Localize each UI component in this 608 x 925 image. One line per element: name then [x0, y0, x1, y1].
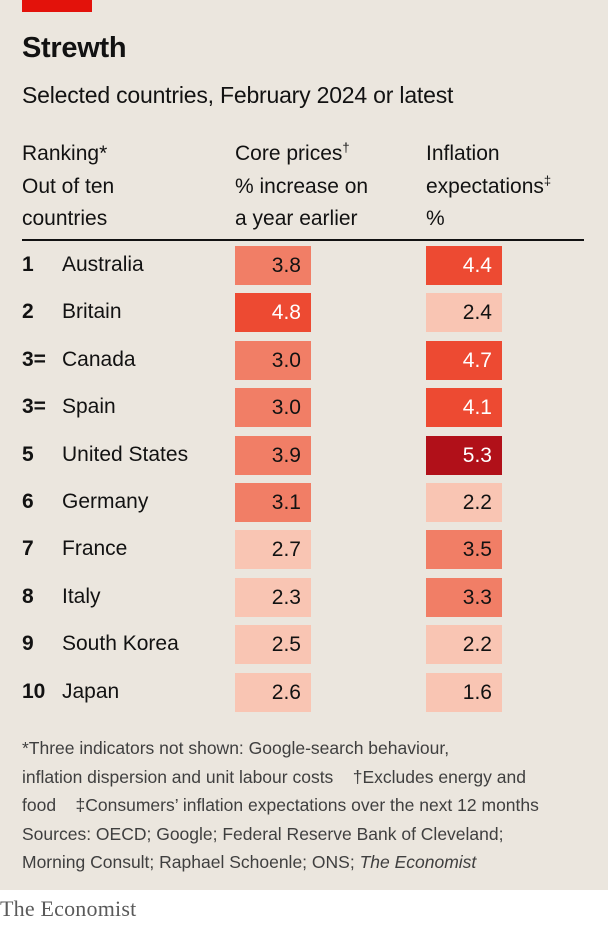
core-prices-cell: 4.8 [235, 293, 311, 333]
header-ranking-title: Ranking [22, 142, 100, 165]
table-row: 10 Japan 2.6 1.6 [22, 670, 584, 717]
header-rule [22, 239, 584, 241]
footnote-sources-1: Sources: OECD; Google; Federal Reserve B… [22, 823, 504, 844]
core-prices-cell: 3.8 [235, 246, 311, 285]
footnotes: *Three indicators not shown: Google-sear… [22, 734, 539, 877]
footnote-line-2a: inflation dispersion and unit labour cos… [22, 766, 334, 787]
country-label: United States [62, 442, 189, 466]
table-row: 5 United States 3.9 5.3 [22, 433, 584, 480]
rank-label: 9 [22, 632, 34, 656]
inflation-expectations-cell: 2.2 [426, 483, 502, 522]
header-inflation-mark: ‡ [543, 172, 552, 188]
footnote-sources-economist: The Economist [359, 852, 477, 873]
header-inflation-expectations: Inflation expectations‡ % [426, 138, 551, 236]
footnote-sources-2: Morning Consult; Raphael Schoenle; ONS; [22, 852, 355, 873]
inflation-expectations-cell: 2.2 [426, 625, 502, 665]
country-label: Japan [62, 679, 120, 703]
core-prices-cell: 3.1 [235, 483, 311, 522]
core-prices-cell: 2.5 [235, 625, 311, 665]
country-label: South Korea [62, 632, 179, 656]
table-row: 3= Canada 3.0 4.7 [22, 338, 584, 385]
header-inflation-title2: expectations [426, 174, 544, 198]
header-ranking-sub2: countries [22, 207, 108, 230]
header-core-mark: † [342, 140, 350, 155]
inflation-expectations-cell: 3.3 [426, 577, 502, 617]
table-row: 9 South Korea 2.5 2.2 [22, 622, 584, 669]
inflation-expectations-cell: 2.4 [426, 293, 502, 333]
core-prices-cell: 2.6 [235, 672, 311, 712]
footnote-line-3b: ‡Consumers’ inflation expectations over … [75, 795, 539, 816]
rank-label: 10 [22, 679, 46, 703]
header-inflation-sub: % [426, 207, 445, 230]
chart-title: Strewth [22, 32, 127, 64]
table-row: 7 France 2.7 3.5 [22, 527, 584, 574]
footnote-line-3a: food [22, 795, 57, 816]
country-label: France [62, 537, 128, 561]
rank-label: 5 [22, 442, 34, 466]
rank-label: 8 [22, 584, 34, 608]
chart-subtitle: Selected countries, February 2024 or lat… [22, 82, 454, 108]
core-prices-cell: 3.0 [235, 340, 311, 380]
header-core-prices: Core prices† % increase on a year earlie… [235, 138, 368, 236]
header-core-sub2: a year earlier [235, 207, 358, 230]
country-label: Australia [62, 253, 144, 276]
rank-label: 7 [22, 537, 34, 561]
header-ranking-mark: * [99, 142, 108, 165]
country-label: Germany [62, 490, 149, 513]
rank-label: 2 [22, 300, 34, 324]
economist-logo: The Economist [0, 896, 137, 921]
inflation-expectations-cell: 1.6 [426, 672, 502, 712]
inflation-expectations-cell: 3.5 [426, 530, 502, 570]
country-label: Italy [62, 584, 101, 608]
core-prices-cell: 2.3 [235, 577, 311, 617]
inflation-expectations-cell: 4.7 [426, 340, 502, 380]
footnote-line-2b: †Excludes energy and [352, 766, 526, 787]
footnote-line-1: *Three indicators not shown: Google-sear… [22, 738, 450, 758]
core-prices-cell: 2.7 [235, 530, 311, 570]
table-row: 3= Spain 3.0 4.1 [22, 385, 584, 432]
country-label: Britain [62, 300, 122, 324]
brand-red-bar [22, 0, 92, 12]
country-label: Canada [62, 347, 136, 371]
country-label: Spain [62, 395, 116, 419]
header-inflation-title: Inflation [426, 142, 500, 165]
core-prices-cell: 3.9 [235, 435, 311, 475]
core-prices-cell: 3.0 [235, 388, 311, 428]
table-row: 6 Germany 3.1 2.2 [22, 480, 584, 527]
header-core-title: Core prices [235, 142, 343, 165]
table-row: 2 Britain 4.8 2.4 [22, 290, 584, 337]
table-row: 1 Australia 3.8 4.4 [22, 243, 584, 290]
header-ranking: Ranking* Out of ten countries [22, 138, 114, 236]
header-ranking-sub1: Out of ten [22, 174, 115, 198]
rank-label: 3= [22, 347, 46, 371]
inflation-expectations-cell: 4.4 [426, 246, 502, 285]
table-row: 8 Italy 2.3 3.3 [22, 575, 584, 622]
rank-label: 6 [22, 490, 34, 513]
rank-label: 1 [22, 253, 34, 276]
rank-label: 3= [22, 395, 46, 419]
header-core-sub1: % increase on [235, 174, 369, 198]
inflation-expectations-cell: 5.3 [426, 435, 502, 475]
inflation-expectations-cell: 4.1 [426, 388, 502, 428]
